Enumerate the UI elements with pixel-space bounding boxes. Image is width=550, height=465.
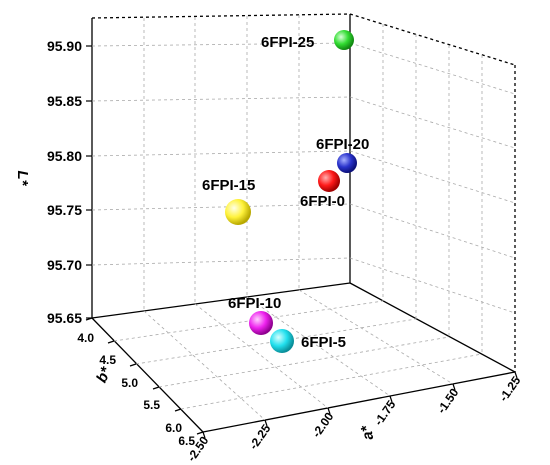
z-tick-label: 95.80 <box>47 148 82 164</box>
point-6fpi-10: 6FPI-10 <box>228 295 281 335</box>
frame-floor-left-axis <box>91 317 204 433</box>
b-tick <box>152 386 160 390</box>
a-tick <box>327 407 331 415</box>
b-tick-label: 6.5 <box>178 434 195 448</box>
a-tick-label: -1.75 <box>371 397 398 428</box>
data-sphere <box>249 311 273 335</box>
point-label: 6FPI-5 <box>301 334 346 351</box>
a-axis-title: a* <box>358 423 377 441</box>
box-frame <box>91 13 516 433</box>
a-tick <box>514 371 518 379</box>
a-tick <box>202 431 206 439</box>
b-axis: 4.0 4.5 5.0 5.5 6.0 6.5 b* <box>77 317 204 448</box>
point-6fpi-25: 6FPI-25 <box>261 30 354 51</box>
frame-top-right <box>349 13 516 66</box>
z-tick-label: 95.65 <box>47 310 82 326</box>
z-tick-label: 95.90 <box>47 38 82 54</box>
point-6fpi-5: 6FPI-5 <box>270 329 346 353</box>
b-tick <box>85 317 93 321</box>
b-tick-label: 4.5 <box>99 353 116 367</box>
a-axis: -2.50 -2.25 -2.00 -1.75 -1.50 -1.25 a* <box>184 371 524 464</box>
a-tick <box>389 395 393 403</box>
point-label: 6FPI-10 <box>228 295 281 312</box>
frame-floor-back <box>91 282 351 319</box>
b-tick <box>107 340 115 344</box>
data-sphere <box>318 170 340 192</box>
b-tick <box>196 431 204 435</box>
b-tick-label: 4.0 <box>77 331 94 345</box>
data-points: 6FPI-25 6FPI-20 6FPI-0 6FPI-15 6FPI-10 6… <box>202 30 369 353</box>
a-tick-label: -1.25 <box>496 373 523 404</box>
a-tick-label: -2.00 <box>309 409 336 440</box>
frame-floor-front-axis <box>202 371 516 433</box>
b-tick-label: 5.0 <box>121 376 138 390</box>
b-tick <box>174 408 182 412</box>
z-axis-title: L* <box>14 171 31 187</box>
b-tick-label: 6.0 <box>165 421 182 435</box>
point-label: 6FPI-20 <box>316 136 369 153</box>
a-tick-label: -1.50 <box>434 385 461 416</box>
a-tick-label: -2.25 <box>246 421 273 452</box>
b-tick-label: 5.5 <box>143 398 160 412</box>
point-6fpi-15: 6FPI-15 <box>202 177 255 225</box>
frame-top-left <box>91 13 351 19</box>
data-sphere <box>225 199 251 225</box>
grid-right-wall <box>349 24 516 354</box>
data-sphere <box>337 153 357 173</box>
z-tick-label: 95.70 <box>47 257 82 273</box>
z-tick-label: 95.85 <box>47 93 82 109</box>
point-label: 6FPI-0 <box>300 193 345 210</box>
grid-left-wall <box>91 15 351 311</box>
a-tick <box>264 419 268 427</box>
point-6fpi-0: 6FPI-0 <box>300 170 345 210</box>
grid-floor <box>113 289 483 421</box>
frame-floor-back-right <box>349 282 516 373</box>
z-tick-label: 95.75 <box>47 202 82 218</box>
data-sphere <box>334 30 354 50</box>
data-sphere <box>270 329 294 353</box>
point-label: 6FPI-15 <box>202 177 255 194</box>
point-label: 6FPI-25 <box>261 34 314 51</box>
b-tick <box>129 363 137 367</box>
point-6fpi-20: 6FPI-20 <box>316 136 369 173</box>
z-axis: 95.65 95.70 95.75 95.80 95.85 95.90 L* <box>14 38 92 326</box>
a-tick <box>452 383 456 391</box>
